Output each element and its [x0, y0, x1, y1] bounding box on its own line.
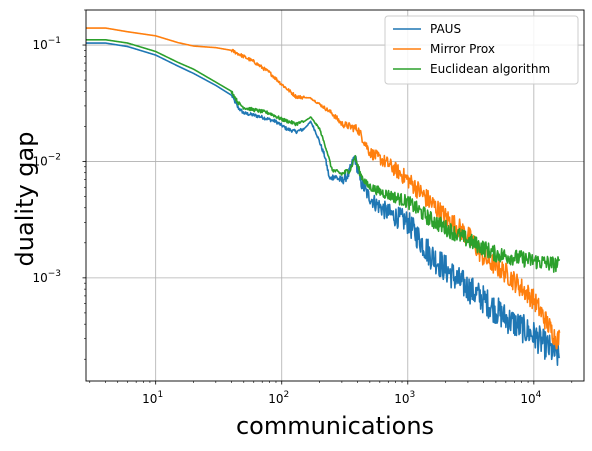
- y-axis-label: duality gap: [11, 132, 39, 267]
- x-tick-exponent: 1: [157, 390, 163, 400]
- plot-frame: [85, 9, 585, 382]
- y-tick-exponent: −1: [48, 36, 61, 46]
- legend-box: [384, 15, 579, 85]
- legend-label: PAUS: [430, 22, 461, 36]
- y-tick-label: 10−3: [32, 269, 61, 285]
- x-tick-exponent: 2: [284, 390, 290, 400]
- legend-label: Mirror Prox: [430, 42, 495, 56]
- legend: PAUS Mirror Prox Euclidean algorithm: [384, 15, 579, 85]
- series-line: [86, 27, 561, 350]
- x-tick-exponent: 4: [536, 390, 542, 400]
- x-tick-exponent: 3: [410, 390, 416, 400]
- x-tick-label: 103: [394, 390, 415, 406]
- x-tick-label: 104: [520, 390, 541, 406]
- x-tick-label: 101: [142, 390, 163, 406]
- series-lines: [86, 27, 561, 366]
- series-line: [86, 38, 561, 273]
- y-tick-exponent: −2: [48, 152, 61, 162]
- x-tick-label: 102: [268, 390, 289, 406]
- y-tick-exponent: −3: [48, 269, 61, 279]
- x-axis-label: communications: [236, 412, 434, 440]
- axes-frame: [85, 9, 585, 382]
- series-line: [86, 42, 561, 366]
- y-tick-label: 10−1: [32, 36, 61, 52]
- legend-label: Euclidean algorithm: [430, 62, 550, 76]
